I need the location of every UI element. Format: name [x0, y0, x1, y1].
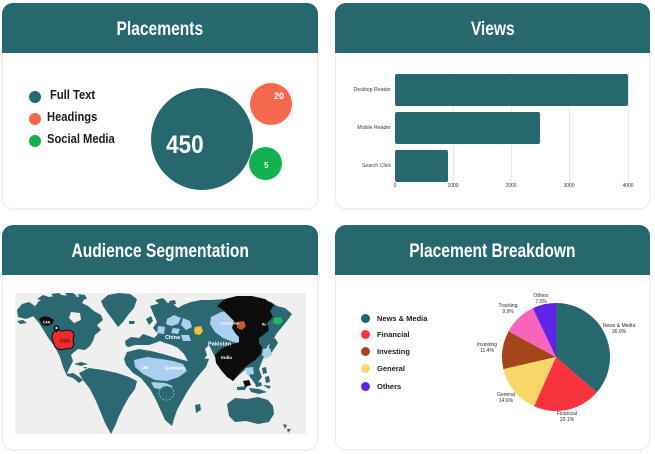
- svg-text:Pakistan: Pakistan: [208, 342, 232, 348]
- svg-text:Ru: Ru: [262, 323, 266, 327]
- svg-text:Germany: Germany: [165, 366, 186, 372]
- svg-text:India: India: [221, 355, 232, 360]
- svg-text:UK: UK: [142, 365, 149, 371]
- svg-text:Kazakhstan: Kazakhstan: [221, 322, 239, 326]
- svg-text:China: China: [165, 335, 181, 341]
- svg-text:USA: USA: [60, 339, 71, 345]
- svg-text:NOR: NOR: [184, 297, 192, 301]
- svg-text:CAN: CAN: [43, 321, 51, 325]
